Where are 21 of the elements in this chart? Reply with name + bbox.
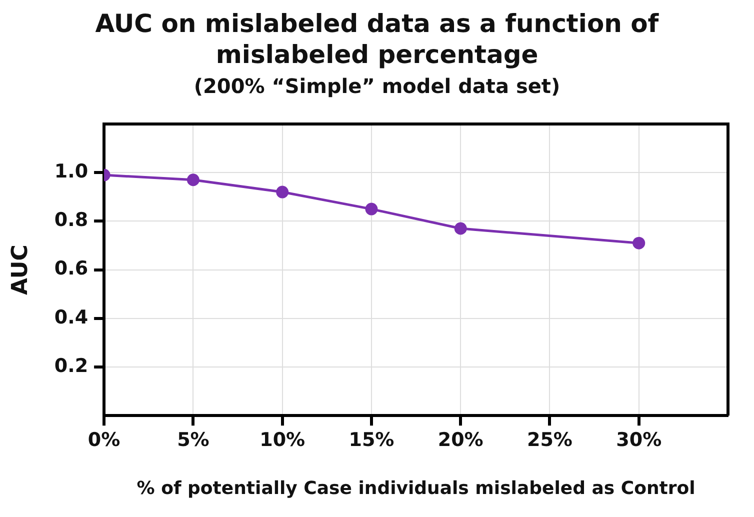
x-tick-label: 30% bbox=[616, 428, 662, 451]
x-tick-label: 5% bbox=[177, 428, 210, 451]
y-tick-label: 0.6 bbox=[54, 258, 88, 280]
x-tick-label: 15% bbox=[348, 428, 394, 451]
y-tick-label: 0.8 bbox=[54, 209, 88, 232]
y-tick-label: 1.0 bbox=[54, 160, 88, 183]
x-tick-label: 0% bbox=[88, 428, 120, 451]
x-tick-label: 10% bbox=[260, 428, 306, 451]
point bbox=[276, 186, 289, 198]
y-tick-label: 0.2 bbox=[54, 354, 88, 377]
x-tick-label: 20% bbox=[438, 428, 484, 451]
chart-subtitle: (200% “Simple” model data set) bbox=[192, 74, 562, 98]
point bbox=[365, 202, 378, 216]
point bbox=[632, 236, 646, 250]
x-axis-title: % of potentially Case individuals mislabeled as Control bbox=[136, 478, 696, 499]
y-tick-label: 0.4 bbox=[54, 306, 88, 328]
point bbox=[186, 174, 200, 186]
x-tick-label: 25% bbox=[526, 428, 572, 451]
chart-title: AUC on mislabeled data as a function of mislabeled percentage bbox=[94, 8, 660, 70]
y-axis-title: AUC bbox=[8, 244, 33, 295]
point bbox=[454, 222, 467, 235]
